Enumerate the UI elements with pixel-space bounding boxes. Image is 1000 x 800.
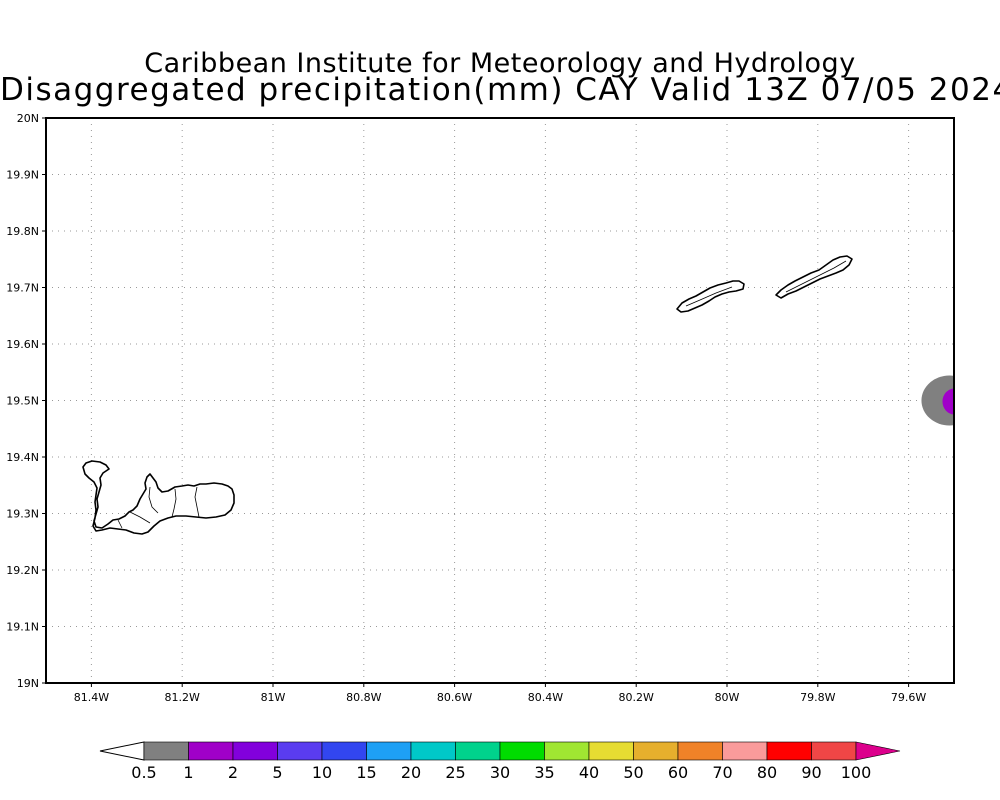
chart-title-institute: Caribbean Institute for Meteorology and … — [144, 48, 856, 79]
colorbar-swatch — [499, 741, 545, 761]
x-tick-label: 79.8W — [800, 691, 835, 704]
colorbar-swatch — [232, 741, 278, 761]
grand-cayman-island — [82, 460, 235, 535]
colorbar-swatch — [455, 741, 501, 761]
cayman-brac-island — [775, 255, 853, 299]
colorbar-label: 1 — [183, 763, 193, 782]
x-tick-label: 79.6W — [891, 691, 926, 704]
colorbar-label: 80 — [757, 763, 777, 782]
colorbar-swatch — [277, 741, 323, 761]
y-tick-label: 19.8N — [6, 225, 39, 238]
x-tick-label: 81.4W — [74, 691, 109, 704]
colorbar-label: 60 — [668, 763, 688, 782]
y-tick-label: 19.4N — [6, 451, 39, 464]
y-tick-label: 19.9N — [6, 169, 39, 182]
x-tick-label: 80W — [715, 691, 740, 704]
colorbar-swatch — [366, 741, 412, 761]
colorbar-swatch — [188, 741, 234, 761]
colorbar-swatch — [766, 741, 812, 761]
y-tick-label: 19.5N — [6, 395, 39, 408]
colorbar-label: 30 — [490, 763, 510, 782]
little-cayman-island — [676, 280, 745, 313]
colorbar-swatch — [811, 741, 857, 761]
colorbar-label: 5 — [272, 763, 282, 782]
colorbar-label: 20 — [401, 763, 421, 782]
colorbar-swatch — [633, 741, 679, 761]
y-tick-label: 19.2N — [6, 564, 39, 577]
precip-contour-light — [921, 375, 954, 426]
colorbar-label: 90 — [801, 763, 821, 782]
x-axis-tick-labels: 81.4W 81.2W 81W 80.8W 80.6W 80.4W 80.2W 80W 79.8… — [74, 683, 926, 704]
colorbar-swatch — [544, 741, 590, 761]
colorbar-label: 70 — [712, 763, 732, 782]
colorbar-label: 50 — [623, 763, 643, 782]
colorbar-below-triangle — [99, 741, 145, 761]
y-tick-label: 19.1N — [6, 621, 39, 634]
precip-contour-heavy — [942, 388, 954, 415]
colorbar-label: 35 — [534, 763, 554, 782]
y-axis-tick-labels: 20N 19.9N 19.8N 19.7N 19.6N 19.5N 19.4N 19.3N 19… — [6, 112, 46, 690]
colorbar-above-triangle — [855, 741, 901, 761]
x-tick-label: 81W — [261, 691, 286, 704]
x-tick-label: 80.8W — [346, 691, 381, 704]
y-tick-label: 19.3N — [6, 508, 39, 521]
x-tick-label: 80.2W — [619, 691, 654, 704]
colorbar-label: 40 — [579, 763, 599, 782]
x-tick-label: 80.6W — [437, 691, 472, 704]
colorbar-label: 10 — [312, 763, 332, 782]
y-tick-label: 19.7N — [6, 282, 39, 295]
precip-field — [921, 375, 954, 426]
y-tick-label: 20N — [17, 112, 39, 125]
colorbar-swatch — [588, 741, 634, 761]
colorbar-swatch — [143, 741, 189, 761]
chart-title-product: Disaggregated precipitation(mm) CAY Vali… — [0, 72, 1000, 108]
colorbar-label: 2 — [228, 763, 238, 782]
colorbar-label: 25 — [445, 763, 465, 782]
colorbar-swatch — [722, 741, 768, 761]
x-tick-label: 80.4W — [528, 691, 563, 704]
colorbar-swatch — [677, 741, 723, 761]
x-tick-label: 81.2W — [165, 691, 200, 704]
y-tick-label: 19.6N — [6, 338, 39, 351]
colorbar-label: 0.5 — [131, 763, 156, 782]
colorbar-label: 100 — [841, 763, 872, 782]
colorbar-swatch — [321, 741, 367, 761]
y-tick-label: 19N — [17, 677, 39, 690]
colorbar-swatch — [410, 741, 456, 761]
colorbar-label: 15 — [356, 763, 376, 782]
